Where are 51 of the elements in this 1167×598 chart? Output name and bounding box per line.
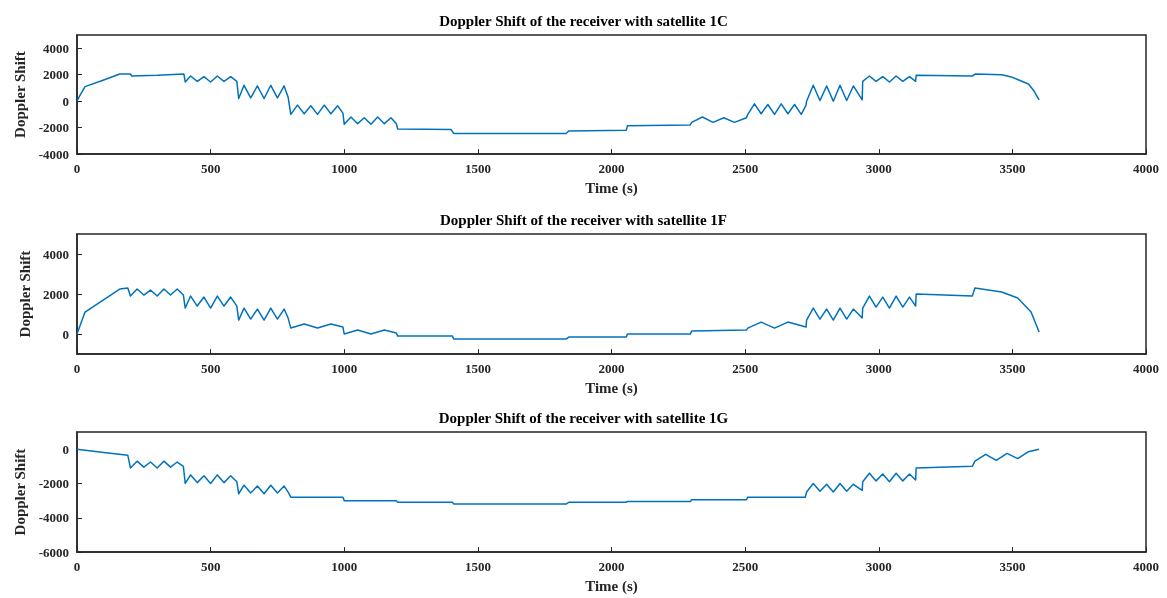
x-tick-label: 0 — [73, 361, 81, 377]
x-tick-label: 1000 — [331, 361, 358, 377]
x-tick-label: 1000 — [331, 559, 358, 575]
y-tick-label: -2000 — [38, 475, 69, 491]
x-tick-label: 3500 — [999, 161, 1026, 177]
x-tick-label: 3000 — [865, 361, 892, 377]
y-axis-title: Doppler Shift — [12, 448, 29, 536]
y-tick-label: 2000 — [43, 67, 69, 83]
x-tick-label: 3500 — [999, 559, 1026, 575]
x-tick-label: 500 — [200, 161, 221, 177]
y-tick-label: 4000 — [43, 40, 69, 56]
y-axis-title: Doppler Shift — [12, 51, 29, 138]
x-tick-label: 4000 — [1133, 161, 1159, 177]
y-tick-label: 0 — [62, 326, 69, 342]
x-tick-label: 1500 — [464, 361, 491, 377]
x-tick-label: 0 — [73, 161, 81, 177]
x-tick-label: 2000 — [598, 361, 625, 377]
x-tick-label: 2500 — [732, 361, 759, 377]
y-tick-label: -4000 — [38, 510, 69, 526]
x-tick-label: 2000 — [598, 559, 625, 575]
x-tick-label: 2500 — [732, 559, 759, 575]
x-axis-title: Time (s) — [585, 179, 638, 197]
chart-title: Doppler Shift of the receiver with satellite 1C — [439, 12, 728, 29]
x-tick-label: 4000 — [1133, 361, 1159, 377]
x-tick-label: 4000 — [1133, 559, 1159, 575]
line-series — [76, 73, 1040, 135]
line-series — [76, 448, 1040, 505]
y-tick-label: 4000 — [43, 246, 69, 262]
x-tick-label: 500 — [200, 559, 221, 575]
x-tick-label: 1000 — [331, 161, 358, 177]
x-axis-title: Time (s) — [585, 379, 638, 397]
y-axis-title: Doppler Shift — [16, 250, 33, 338]
x-tick-label: 1500 — [464, 161, 491, 177]
y-tick-label: 2000 — [43, 286, 69, 302]
y-tick-label: -6000 — [38, 544, 69, 560]
x-tick-label: 2500 — [732, 161, 759, 177]
chart-title: Doppler Shift of the receiver with satellite 1F — [439, 211, 728, 228]
x-tick-label: 0 — [73, 559, 81, 575]
x-tick-label: 3000 — [865, 161, 892, 177]
x-tick-label: 3000 — [865, 559, 892, 575]
y-tick-label: -2000 — [38, 120, 69, 136]
x-tick-label: 500 — [200, 361, 221, 377]
x-tick-label: 1500 — [464, 559, 491, 575]
x-tick-label: 2000 — [598, 161, 625, 177]
line-series — [76, 287, 1040, 340]
y-tick-label: -4000 — [38, 146, 69, 162]
x-axis-title: Time (s) — [585, 577, 638, 595]
chart-title: Doppler Shift of the receiver with satellite 1G — [438, 409, 729, 426]
x-tick-label: 3500 — [999, 361, 1026, 377]
y-tick-label: 0 — [62, 441, 69, 457]
y-tick-label: 0 — [62, 93, 69, 109]
